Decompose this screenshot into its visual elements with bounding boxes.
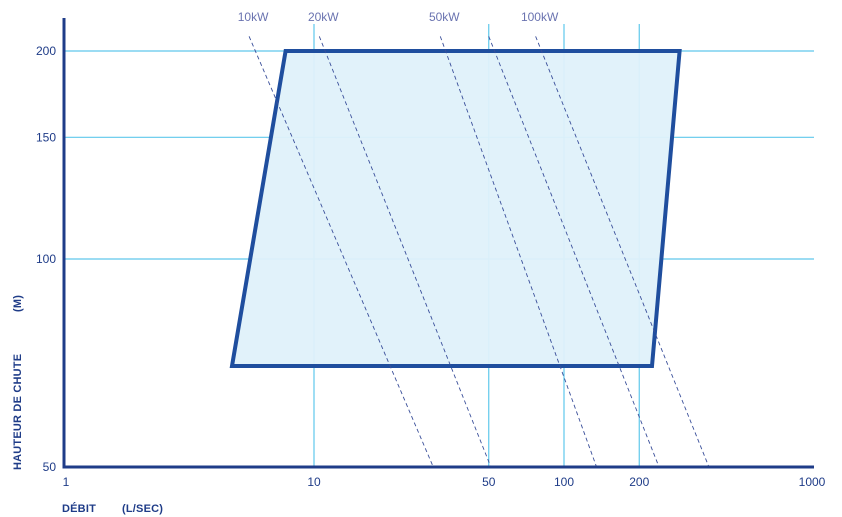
y-tick-label: 200 bbox=[36, 44, 56, 58]
power-line-10kW bbox=[248, 36, 434, 468]
power-line-100kW bbox=[535, 36, 710, 468]
power-label-20kW: 20kW bbox=[308, 10, 339, 24]
operating-range-layer bbox=[229, 49, 682, 368]
y-tick-label: 150 bbox=[36, 130, 56, 144]
x-axis-label: DÉBIT bbox=[62, 502, 96, 515]
power-line-20kW bbox=[318, 36, 492, 468]
x-tick-label: 200 bbox=[629, 475, 649, 489]
power-label-100kW: 100kW bbox=[521, 10, 559, 24]
operating-range-fill bbox=[232, 51, 680, 366]
power-line-unlabeled bbox=[488, 36, 660, 468]
y-axis-label: HAUTEUR DE CHUTE bbox=[12, 354, 24, 470]
y-tick-label: 100 bbox=[36, 252, 56, 266]
power-label-10kW: 10kW bbox=[238, 10, 269, 24]
axes bbox=[62, 18, 814, 469]
x-tick-label: 1 bbox=[63, 475, 70, 489]
power-line-50kW bbox=[439, 36, 598, 468]
x-tick-label: 1000 bbox=[799, 475, 826, 489]
power-label-50kW: 50kW bbox=[429, 10, 460, 24]
x-tick-label: 10 bbox=[307, 475, 321, 489]
operating-range-outline bbox=[229, 49, 682, 368]
power-lines-layer: 10kW 20kW 50kW 100kW bbox=[238, 10, 710, 468]
y-tick-label: 50 bbox=[43, 460, 57, 474]
x-axis-unit: (L/SEC) bbox=[122, 503, 163, 515]
x-tick-label: 50 bbox=[482, 475, 496, 489]
y-axis-unit: (M) bbox=[12, 295, 24, 312]
x-tick-label: 100 bbox=[554, 475, 574, 489]
tick-labels: 1 10 50 100 200 1000 50 100 150 200 bbox=[36, 44, 826, 489]
